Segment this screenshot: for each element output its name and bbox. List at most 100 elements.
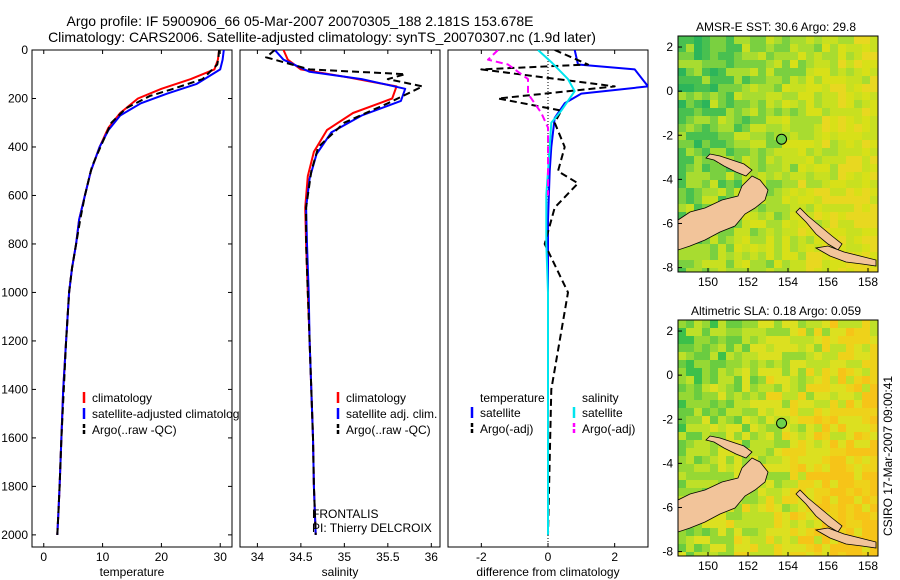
map-grid-cell bbox=[766, 156, 774, 164]
map-grid-cell bbox=[686, 544, 694, 552]
map-grid-cell bbox=[862, 504, 870, 512]
map-grid-cell bbox=[726, 108, 734, 116]
map-grid-cell bbox=[862, 44, 870, 52]
map-grid-cell bbox=[798, 116, 806, 124]
map-grid-cell bbox=[814, 100, 822, 108]
series-line-argo-raw-qc bbox=[265, 50, 424, 535]
map-y-tick-label: 2 bbox=[666, 40, 673, 54]
map-grid-cell bbox=[766, 196, 774, 204]
map-grid-cell bbox=[678, 384, 686, 392]
map-grid-cell bbox=[726, 552, 734, 556]
map-grid-cell bbox=[838, 220, 846, 228]
map-grid-cell bbox=[798, 336, 806, 344]
map-grid-cell bbox=[718, 44, 726, 52]
map-y-tick-label: -6 bbox=[662, 216, 673, 230]
map-grid-cell bbox=[854, 180, 862, 188]
map-grid-cell bbox=[758, 416, 766, 424]
x-tick-label: 10 bbox=[96, 550, 110, 564]
map-grid-cell bbox=[806, 188, 814, 196]
map-grid-cell bbox=[790, 244, 798, 252]
map-grid-cell bbox=[862, 180, 870, 188]
map-grid-cell bbox=[702, 252, 710, 260]
map-grid-cell bbox=[806, 100, 814, 108]
map-grid-cell bbox=[694, 360, 702, 368]
map-grid-cell bbox=[766, 456, 774, 464]
salinity-legend: climatology satellite adj. clim. Argo(..ra… bbox=[336, 391, 437, 437]
map-grid-cell bbox=[718, 188, 726, 196]
map-grid-cell bbox=[734, 328, 742, 336]
map-grid-cell bbox=[870, 520, 878, 528]
map-grid-cell bbox=[822, 132, 830, 140]
map-grid-cell bbox=[726, 536, 734, 544]
map-grid-cell bbox=[758, 504, 766, 512]
map-grid-cell bbox=[806, 512, 814, 520]
map-grid-cell bbox=[830, 156, 838, 164]
map-grid-cell bbox=[790, 92, 798, 100]
map-grid-cell bbox=[718, 108, 726, 116]
map-grid-cell bbox=[782, 228, 790, 236]
map-x-tick-label: 156 bbox=[818, 275, 838, 289]
map-grid-cell bbox=[702, 536, 710, 544]
map-grid-cell bbox=[694, 344, 702, 352]
map-grid-cell bbox=[678, 36, 686, 44]
map-grid-cell bbox=[854, 228, 862, 236]
map-grid-cell bbox=[702, 448, 710, 456]
map-grid-cell bbox=[718, 252, 726, 260]
map-grid-cell bbox=[854, 424, 862, 432]
map-grid-cell bbox=[854, 552, 862, 556]
map-grid-cell bbox=[806, 108, 814, 116]
map-grid-cell bbox=[806, 36, 814, 44]
map-grid-cell bbox=[734, 124, 742, 132]
map-grid-cell bbox=[782, 384, 790, 392]
map-grid-cell bbox=[846, 368, 854, 376]
map-grid-cell bbox=[718, 352, 726, 360]
map-grid-cell bbox=[726, 448, 734, 456]
map-grid-cell bbox=[750, 68, 758, 76]
map-grid-cell bbox=[846, 448, 854, 456]
map-grid-cell bbox=[862, 196, 870, 204]
map-grid-cell bbox=[710, 480, 718, 488]
map-grid-cell bbox=[702, 124, 710, 132]
map-grid-cell bbox=[726, 228, 734, 236]
principal-investigator-label: PI: Thierry DELCROIX bbox=[312, 521, 432, 535]
map-grid-cell bbox=[814, 124, 822, 132]
map-grid-cell bbox=[734, 504, 742, 512]
map-grid-cell bbox=[870, 344, 878, 352]
map-grid-cell bbox=[774, 336, 782, 344]
map-grid-cell bbox=[694, 252, 702, 260]
map-grid-cell bbox=[838, 448, 846, 456]
map-grid-cell bbox=[838, 236, 846, 244]
map-grid-cell bbox=[822, 376, 830, 384]
map-grid-cell bbox=[862, 336, 870, 344]
map-grid-cell bbox=[758, 544, 766, 552]
map-grid-cell bbox=[774, 440, 782, 448]
map-grid-cell bbox=[774, 328, 782, 336]
map-grid-cell bbox=[718, 528, 726, 536]
map-grid-cell bbox=[774, 204, 782, 212]
map-grid-cell bbox=[806, 52, 814, 60]
legend-label: satellite-adjusted climatology bbox=[92, 407, 245, 421]
map-grid-cell bbox=[782, 164, 790, 172]
map-grid-cell bbox=[742, 252, 750, 260]
map-grid-cell bbox=[678, 148, 686, 156]
map-grid-cell bbox=[854, 60, 862, 68]
map-grid-cell bbox=[774, 528, 782, 536]
map-grid-cell bbox=[694, 164, 702, 172]
map-grid-cell bbox=[822, 68, 830, 76]
map-grid-cell bbox=[838, 456, 846, 464]
map-grid-cell bbox=[790, 252, 798, 260]
map-grid-cell bbox=[798, 464, 806, 472]
map-grid-cell bbox=[790, 408, 798, 416]
map-grid-cell bbox=[734, 244, 742, 252]
map-grid-cell bbox=[862, 432, 870, 440]
map-grid-cell bbox=[774, 432, 782, 440]
map-grid-cell bbox=[814, 520, 822, 528]
map-grid-cell bbox=[758, 108, 766, 116]
map-grid-cell bbox=[846, 140, 854, 148]
map-grid-cell bbox=[766, 252, 774, 260]
map-grid-cell bbox=[822, 360, 830, 368]
map-grid-cell bbox=[862, 512, 870, 520]
difference-legend: satellite Argo(-adj) satellite Argo(-adj) bbox=[470, 406, 635, 436]
map-grid-cell bbox=[782, 68, 790, 76]
map-grid-cell bbox=[822, 456, 830, 464]
